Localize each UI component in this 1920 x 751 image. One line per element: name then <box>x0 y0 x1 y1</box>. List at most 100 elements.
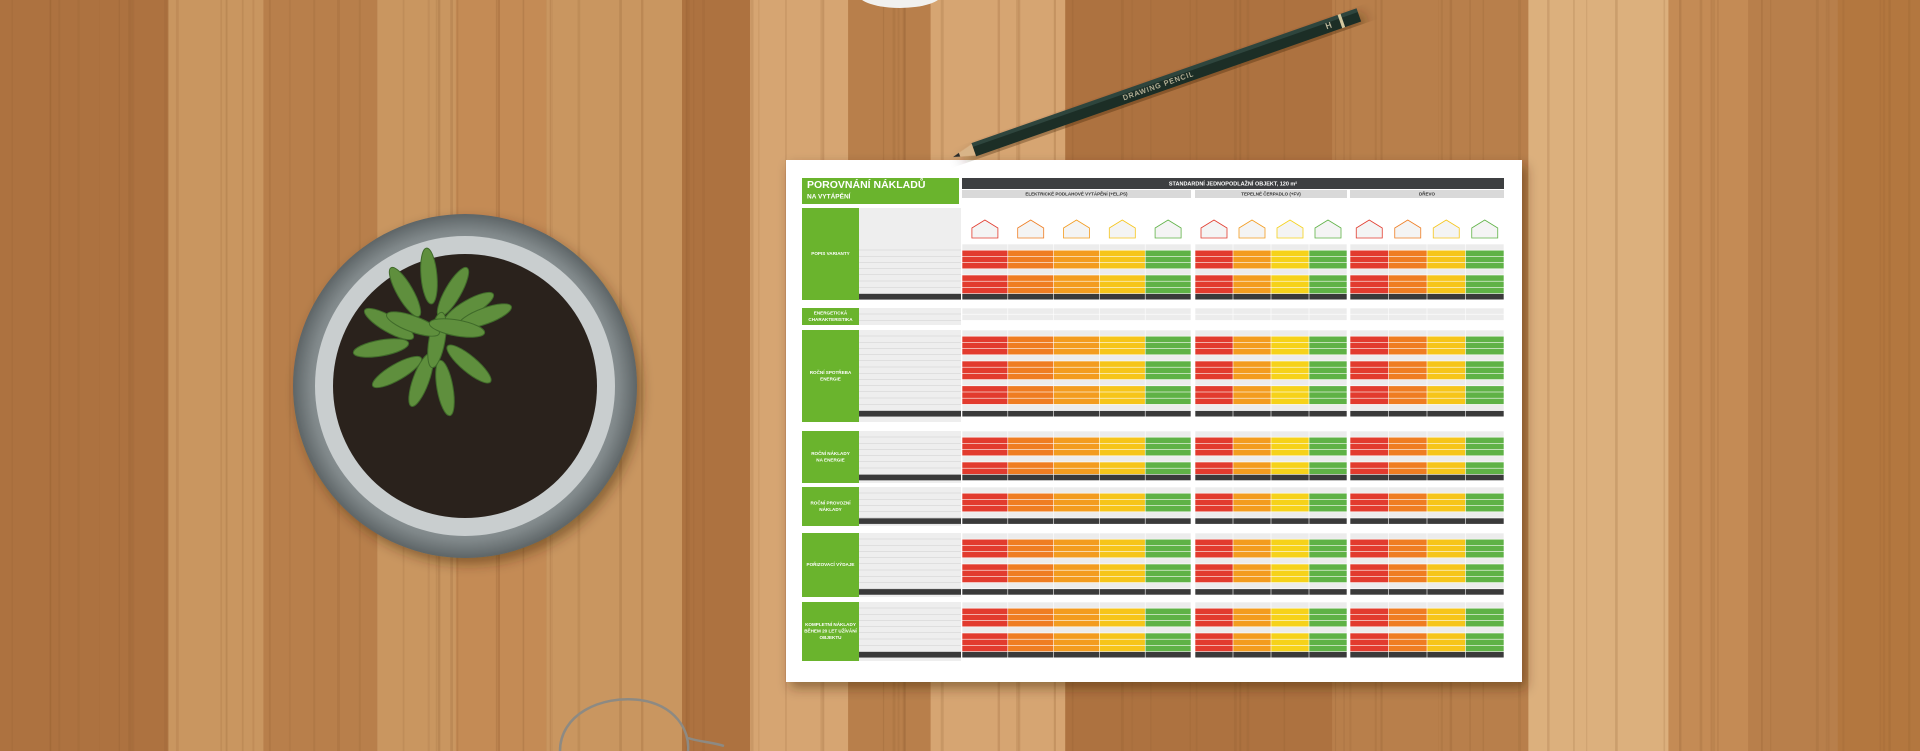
cell <box>1309 545 1347 552</box>
section-label: NA ENERGIE <box>816 457 844 462</box>
cell <box>1465 545 1504 552</box>
cell <box>1008 308 1054 314</box>
grain <box>702 0 705 751</box>
section-label: POPIS VARIANTY <box>811 251 849 256</box>
cell <box>1388 367 1427 374</box>
cell <box>1195 639 1233 646</box>
row-labels <box>859 330 961 422</box>
cell <box>1099 468 1145 475</box>
cell <box>1008 269 1054 275</box>
cell <box>1350 437 1389 444</box>
cell <box>962 398 1008 405</box>
cell <box>1008 602 1054 608</box>
grain <box>685 0 688 751</box>
cell <box>1195 367 1233 374</box>
cell <box>1195 342 1233 349</box>
cell <box>1233 386 1271 392</box>
cell <box>1233 468 1271 475</box>
cell <box>962 281 1008 288</box>
cell <box>1195 633 1233 639</box>
cell <box>1233 379 1271 386</box>
cell <box>1145 614 1191 621</box>
cell <box>1195 651 1233 658</box>
cell <box>1271 493 1309 500</box>
cell <box>1309 493 1347 500</box>
cell <box>1233 287 1271 294</box>
total-row-label <box>859 589 961 595</box>
cell <box>1309 620 1347 627</box>
grain <box>1888 0 1891 751</box>
cell <box>1145 342 1191 349</box>
cell <box>1008 651 1054 658</box>
cell <box>1350 570 1389 577</box>
group-header <box>1350 190 1504 198</box>
cell <box>1388 443 1427 450</box>
cell <box>1271 269 1309 275</box>
cell <box>1388 608 1427 615</box>
cell <box>1309 570 1347 577</box>
cell <box>1309 533 1347 539</box>
cell <box>1309 633 1347 639</box>
cell <box>1099 449 1145 456</box>
cell <box>1465 499 1504 506</box>
cell <box>1008 410 1054 417</box>
cell <box>962 539 1008 546</box>
cell <box>1099 533 1145 539</box>
cell <box>1350 314 1389 321</box>
cell <box>1053 487 1100 493</box>
cell <box>1271 456 1309 462</box>
cell <box>1427 651 1466 658</box>
cell <box>1271 404 1309 411</box>
cell <box>1350 287 1389 294</box>
cell <box>1145 287 1191 294</box>
cell <box>1145 627 1191 633</box>
cell <box>1145 250 1191 257</box>
cell <box>1465 308 1504 314</box>
grain <box>1770 0 1772 751</box>
cell <box>962 449 1008 456</box>
cell <box>1233 518 1271 524</box>
cell <box>1053 651 1100 658</box>
cell <box>1099 570 1145 577</box>
cell <box>1053 355 1100 361</box>
cell <box>962 576 1008 583</box>
table: ELEKTRICKÉ PODLAHOVÉ VYTÁPĚNÍ (+EL.PS) TE… <box>802 190 1504 661</box>
cell <box>1350 431 1389 437</box>
cell <box>1309 256 1347 263</box>
cell <box>962 330 1008 336</box>
cell <box>1233 437 1271 444</box>
cell <box>1350 449 1389 456</box>
cell <box>1145 474 1191 481</box>
cell <box>1053 256 1100 263</box>
cell <box>1388 308 1427 314</box>
cell <box>1388 487 1427 493</box>
cell <box>1309 456 1347 462</box>
grain <box>50 0 52 751</box>
cell <box>1309 287 1347 294</box>
cell <box>962 308 1008 314</box>
cell <box>1309 269 1347 275</box>
cell <box>1008 551 1054 558</box>
cell <box>1388 627 1427 633</box>
cell <box>1271 314 1309 321</box>
cell <box>1271 443 1309 450</box>
cell <box>1388 474 1427 481</box>
header-bar <box>962 178 1504 189</box>
cell <box>1195 361 1233 367</box>
cell <box>1465 551 1504 558</box>
cell <box>1350 589 1389 595</box>
cell <box>1233 410 1271 417</box>
cell <box>1195 462 1233 468</box>
cell <box>1271 633 1309 639</box>
cell <box>1099 633 1145 639</box>
cell <box>962 379 1008 386</box>
total-row-label <box>859 518 961 524</box>
cell <box>1427 443 1466 450</box>
cell <box>1309 367 1347 374</box>
grain <box>268 0 271 751</box>
group-name: TEPELNÉ ČERPADLO (+FV) <box>1241 190 1301 197</box>
cell <box>1099 287 1145 294</box>
cell <box>1099 269 1145 275</box>
cell <box>1309 639 1347 646</box>
cell <box>962 558 1008 564</box>
